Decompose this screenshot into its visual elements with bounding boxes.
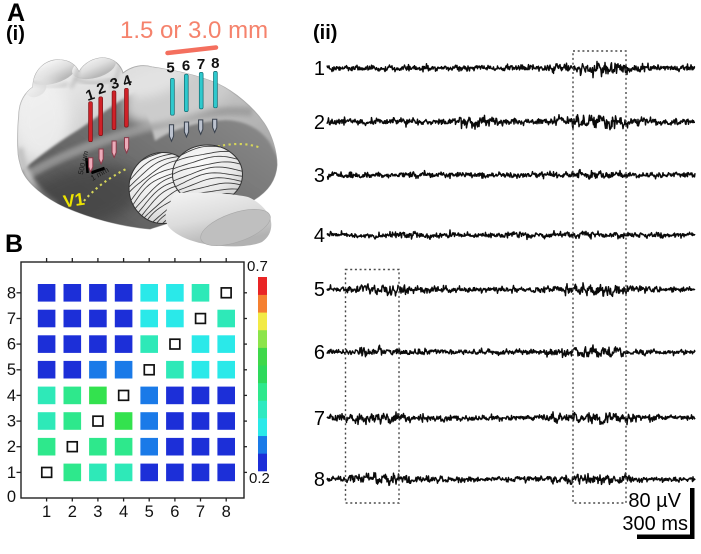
svg-text:6: 6 xyxy=(314,342,325,364)
svg-text:7: 7 xyxy=(7,310,16,328)
svg-text:2: 2 xyxy=(314,112,325,134)
svg-text:0.2: 0.2 xyxy=(249,470,270,487)
svg-text:3: 3 xyxy=(7,413,16,431)
svg-text:5: 5 xyxy=(314,279,325,301)
svg-text:7: 7 xyxy=(196,503,205,521)
svg-text:5: 5 xyxy=(145,503,154,521)
svg-text:0: 0 xyxy=(7,488,16,506)
svg-text:4: 4 xyxy=(7,387,16,405)
svg-text:B: B xyxy=(5,230,23,258)
svg-text:5: 5 xyxy=(7,361,16,379)
svg-text:1: 1 xyxy=(42,503,51,521)
svg-text:6: 6 xyxy=(170,503,179,521)
svg-text:0.7: 0.7 xyxy=(247,258,268,275)
svg-text:80 µV: 80 µV xyxy=(628,490,681,512)
svg-text:7: 7 xyxy=(197,56,205,73)
svg-text:2: 2 xyxy=(7,438,16,456)
svg-text:3: 3 xyxy=(93,503,102,521)
svg-text:6: 6 xyxy=(182,58,190,75)
svg-text:3: 3 xyxy=(314,165,325,187)
svg-text:8: 8 xyxy=(211,55,219,72)
svg-text:300 ms: 300 ms xyxy=(622,513,688,535)
svg-text:A: A xyxy=(7,0,25,27)
svg-text:8: 8 xyxy=(314,469,325,491)
svg-text:5: 5 xyxy=(166,60,174,77)
svg-text:4: 4 xyxy=(119,503,128,521)
svg-text:(i): (i) xyxy=(6,23,25,45)
svg-text:4: 4 xyxy=(314,225,325,247)
svg-text:6: 6 xyxy=(7,336,16,354)
svg-text:8: 8 xyxy=(222,503,231,521)
svg-text:V1: V1 xyxy=(62,189,86,212)
svg-text:8: 8 xyxy=(7,284,16,302)
svg-text:7: 7 xyxy=(314,408,325,430)
svg-text:2: 2 xyxy=(68,503,77,521)
svg-text:1: 1 xyxy=(7,464,16,482)
svg-text:1: 1 xyxy=(314,58,325,80)
svg-text:1.5 or 3.0 mm: 1.5 or 3.0 mm xyxy=(120,17,268,44)
svg-text:(ii): (ii) xyxy=(313,22,337,44)
